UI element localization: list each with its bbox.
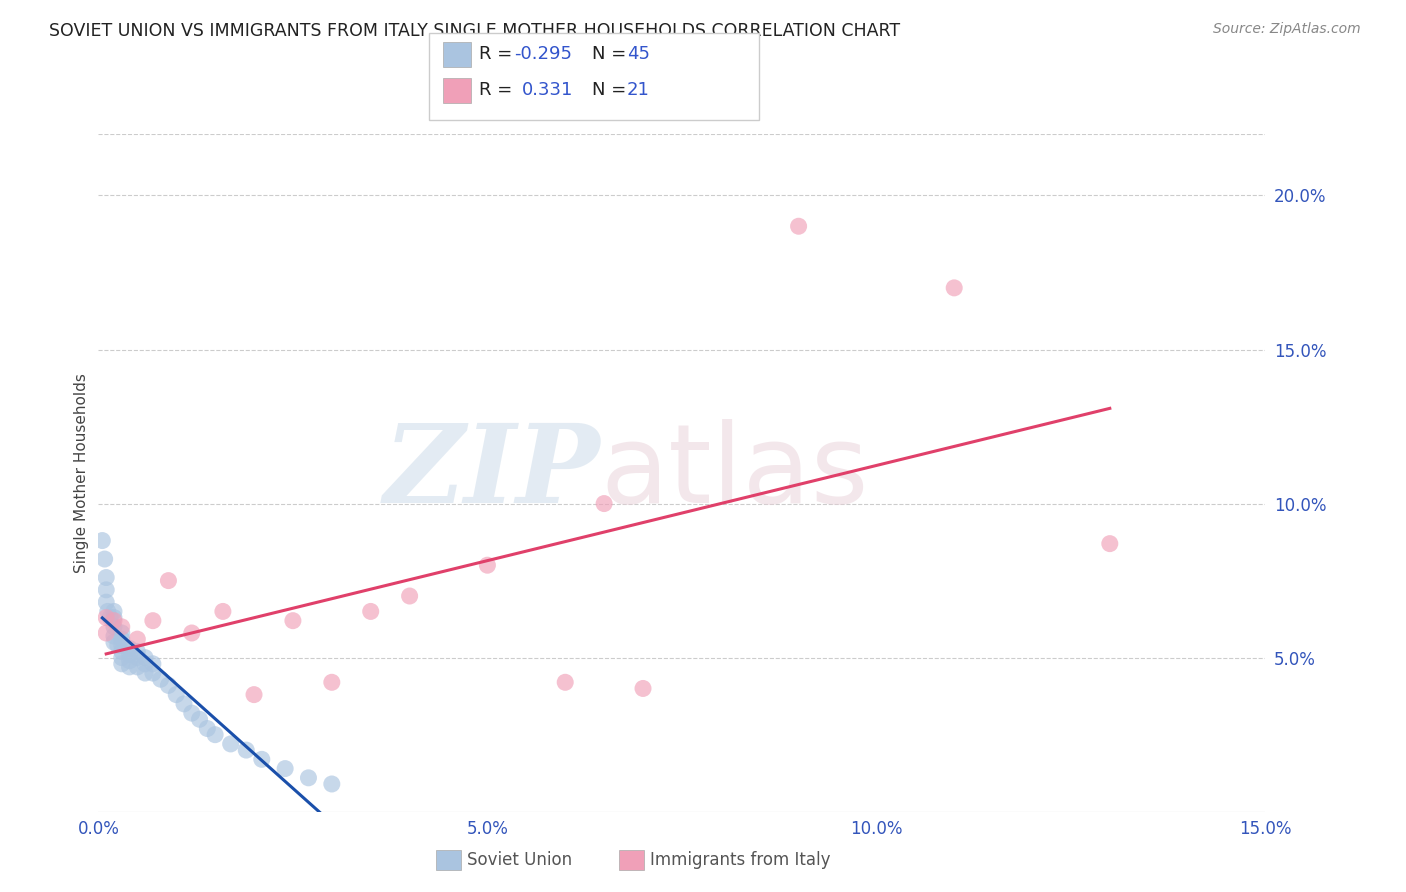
Point — [96, 582, 118, 597]
Point — [554, 675, 576, 690]
Point — [127, 650, 149, 665]
Point — [321, 777, 343, 791]
Text: Soviet Union: Soviet Union — [467, 851, 572, 869]
Point — [274, 762, 297, 776]
Point — [1098, 536, 1121, 550]
Point — [297, 771, 319, 785]
Point — [219, 737, 242, 751]
Point — [195, 722, 218, 736]
Point — [97, 604, 120, 618]
Point — [281, 614, 304, 628]
Point — [127, 632, 149, 647]
Point — [103, 629, 125, 643]
Point — [149, 672, 172, 686]
Point — [127, 660, 149, 674]
Point — [173, 697, 195, 711]
Text: N =: N = — [592, 45, 626, 63]
Point — [360, 604, 382, 618]
Point — [111, 657, 134, 671]
Point — [103, 604, 125, 618]
Point — [943, 281, 966, 295]
Point — [165, 688, 187, 702]
Point — [111, 644, 134, 658]
Point — [157, 678, 180, 692]
Point — [204, 728, 226, 742]
Y-axis label: Single Mother Households: Single Mother Households — [75, 373, 89, 573]
Point — [98, 610, 121, 624]
Point — [157, 574, 180, 588]
Point — [111, 626, 134, 640]
Point — [134, 657, 156, 671]
Point — [134, 650, 156, 665]
Point — [243, 688, 266, 702]
Text: -0.295: -0.295 — [515, 45, 572, 63]
Text: ZIP: ZIP — [384, 419, 600, 526]
Text: 21: 21 — [627, 81, 650, 99]
Text: N =: N = — [592, 81, 626, 99]
Point — [142, 614, 165, 628]
Point — [321, 675, 343, 690]
Point — [142, 666, 165, 681]
Point — [180, 626, 202, 640]
Point — [188, 712, 211, 726]
Point — [250, 752, 273, 766]
Point — [96, 595, 118, 609]
Point — [118, 648, 141, 662]
Point — [212, 604, 235, 618]
Text: R =: R = — [479, 81, 513, 99]
Point — [96, 626, 118, 640]
Point — [111, 632, 134, 647]
Text: 45: 45 — [627, 45, 650, 63]
Text: R =: R = — [479, 45, 513, 63]
Text: Immigrants from Italy: Immigrants from Italy — [650, 851, 830, 869]
Point — [180, 706, 202, 720]
Point — [103, 635, 125, 649]
Point — [103, 610, 125, 624]
Point — [93, 552, 115, 566]
Point — [631, 681, 654, 696]
Point — [127, 644, 149, 658]
Point — [96, 570, 118, 584]
Text: 0.331: 0.331 — [522, 81, 574, 99]
Point — [107, 638, 129, 652]
Point — [134, 666, 156, 681]
Text: Source: ZipAtlas.com: Source: ZipAtlas.com — [1213, 22, 1361, 37]
Point — [96, 610, 118, 624]
Point — [91, 533, 114, 548]
Point — [118, 660, 141, 674]
Point — [398, 589, 420, 603]
Point — [477, 558, 499, 573]
Point — [103, 620, 125, 634]
Text: SOVIET UNION VS IMMIGRANTS FROM ITALY SINGLE MOTHER HOUSEHOLDS CORRELATION CHART: SOVIET UNION VS IMMIGRANTS FROM ITALY SI… — [49, 22, 900, 40]
Point — [235, 743, 257, 757]
Text: atlas: atlas — [600, 419, 869, 526]
Point — [111, 620, 134, 634]
Point — [111, 638, 134, 652]
Point — [103, 614, 125, 628]
Point — [111, 650, 134, 665]
Point — [593, 497, 616, 511]
Point — [787, 219, 810, 234]
Point — [118, 654, 141, 668]
Point — [118, 641, 141, 656]
Point — [142, 657, 165, 671]
